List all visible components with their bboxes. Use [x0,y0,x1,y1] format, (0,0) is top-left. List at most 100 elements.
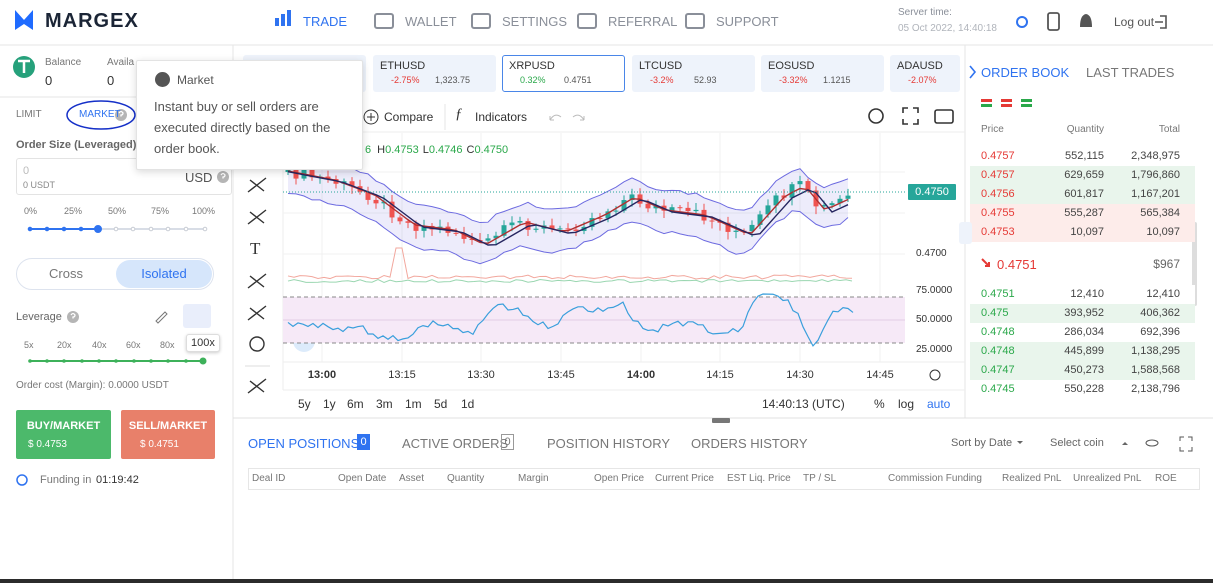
candle-body [677,207,683,209]
leverage-mark: 60x [126,340,141,350]
nav-item[interactable]: TRADE [303,14,348,29]
balance-label: Balance [45,57,82,68]
bid-total: 2,138,796 [1131,383,1180,395]
tab-count: 0 [501,434,514,450]
ticker-price: 1.1215 [823,75,851,85]
slider-dot [148,226,154,232]
leverage-mark: 5x [24,340,34,350]
slider-dot [113,226,119,232]
range-button[interactable]: 6m [347,397,364,411]
nav-icon [287,10,291,26]
ask-total: 565,384 [1140,207,1180,219]
ticker-price: 1,323.75 [435,75,471,85]
slider-dot [94,225,102,233]
candle-body [525,221,531,230]
candle-body [805,181,811,191]
book-view-icon [981,104,992,107]
coin-select[interactable]: Select coin [1050,437,1104,449]
candle-body [653,205,659,209]
nav-item[interactable]: SUPPORT [716,14,779,29]
scale-option[interactable]: auto [927,397,951,411]
sort-caret [1017,441,1023,444]
ticker[interactable] [890,55,960,92]
candle-body [493,235,499,239]
ask-quantity: 10,097 [1070,226,1104,238]
candle-body [533,228,539,230]
order-type-tab[interactable]: MARKET [79,109,121,120]
candle-body [485,238,491,241]
range-button[interactable]: 3m [376,397,393,411]
slider-dot [61,226,67,232]
slider-dot [132,359,136,363]
slider-dot [45,359,49,363]
orderbook-tab[interactable]: ORDER BOOK [981,65,1070,80]
ticker[interactable] [632,55,755,92]
leverage-edit[interactable] [148,304,176,328]
ticker[interactable] [373,55,496,92]
ask-quantity: 629,659 [1064,169,1104,181]
candle-body [573,229,579,231]
price-label: 0.4700 [916,248,947,259]
scale-option[interactable]: log [898,397,915,411]
buy-button[interactable] [16,410,111,459]
size-placeholder: 0 [23,165,30,177]
candle-body [325,176,331,180]
phone-icon [1047,12,1060,31]
logo: MARGEX [45,10,139,32]
range-button[interactable]: 1y [323,397,336,411]
candle-body [469,238,475,241]
clock-icon [16,474,28,486]
last-trade-arrow [981,258,990,267]
positions-tab[interactable]: ORDERS HISTORY [691,436,808,451]
toolbar-item[interactable]: Compare [384,110,434,124]
candle-body [733,230,739,232]
bid-row [970,285,1195,304]
leverage-value: 100x [186,334,220,352]
tool-icon [247,378,267,394]
positions-tab[interactable]: OPEN POSITIONS [248,436,360,451]
margin-mode[interactable]: Cross [49,266,83,281]
margin-mode[interactable]: Isolated [141,266,187,281]
nav-item[interactable]: SETTINGS [502,14,568,29]
candle-body [605,211,611,219]
slider-dot [149,359,153,363]
bid-quantity: 550,228 [1064,383,1104,395]
positions-column: TP / SL [803,473,837,484]
range-button[interactable]: 1d [461,397,475,411]
theme-icon [1016,16,1028,28]
ohlc: 6 H0.4753 L0.4746 C0.4750 [365,144,508,156]
last-price-badge [908,184,956,200]
orderbook-tab[interactable]: LAST TRADES [1086,65,1175,80]
order-type-tab[interactable]: LIMIT [16,109,42,120]
bollinger-upper [287,151,849,224]
ohlc-part: 0.4750 [474,144,509,156]
nav-item[interactable]: REFERRAL [608,14,678,29]
range-button[interactable]: 5y [298,397,311,411]
book-collapse[interactable] [959,222,972,244]
leverage-slider-mode[interactable] [183,304,211,328]
candle-body [821,205,827,207]
ticker[interactable] [761,55,884,92]
order-cost: Order cost (Margin): 0.0000 USDT [16,380,169,391]
oscillator-label: 25.0000 [916,344,953,355]
positions-tab[interactable]: POSITION HISTORY [547,436,671,451]
scale-option[interactable]: % [874,397,885,411]
coin-caret [1122,442,1128,445]
positions-tab[interactable]: ACTIVE ORDERS [402,436,509,451]
nav-item[interactable]: WALLET [405,14,457,29]
candle-body [589,218,595,227]
positions-column: Margin [518,473,549,484]
tool-icon [247,177,267,193]
order-size-input[interactable] [16,158,232,195]
candle-body [389,201,395,218]
range-button[interactable]: 1m [405,397,422,411]
range-button[interactable]: 5d [434,397,448,411]
candle-body [773,195,779,206]
ticker[interactable] [502,55,625,92]
time-label: 13:45 [547,369,575,381]
size-mark: 25% [64,206,83,216]
sell-button[interactable] [121,410,215,459]
toolbar-item[interactable]: Indicators [475,110,528,124]
logout[interactable]: Log out [1114,15,1155,29]
sort-select[interactable]: Sort by Date [951,437,1013,449]
